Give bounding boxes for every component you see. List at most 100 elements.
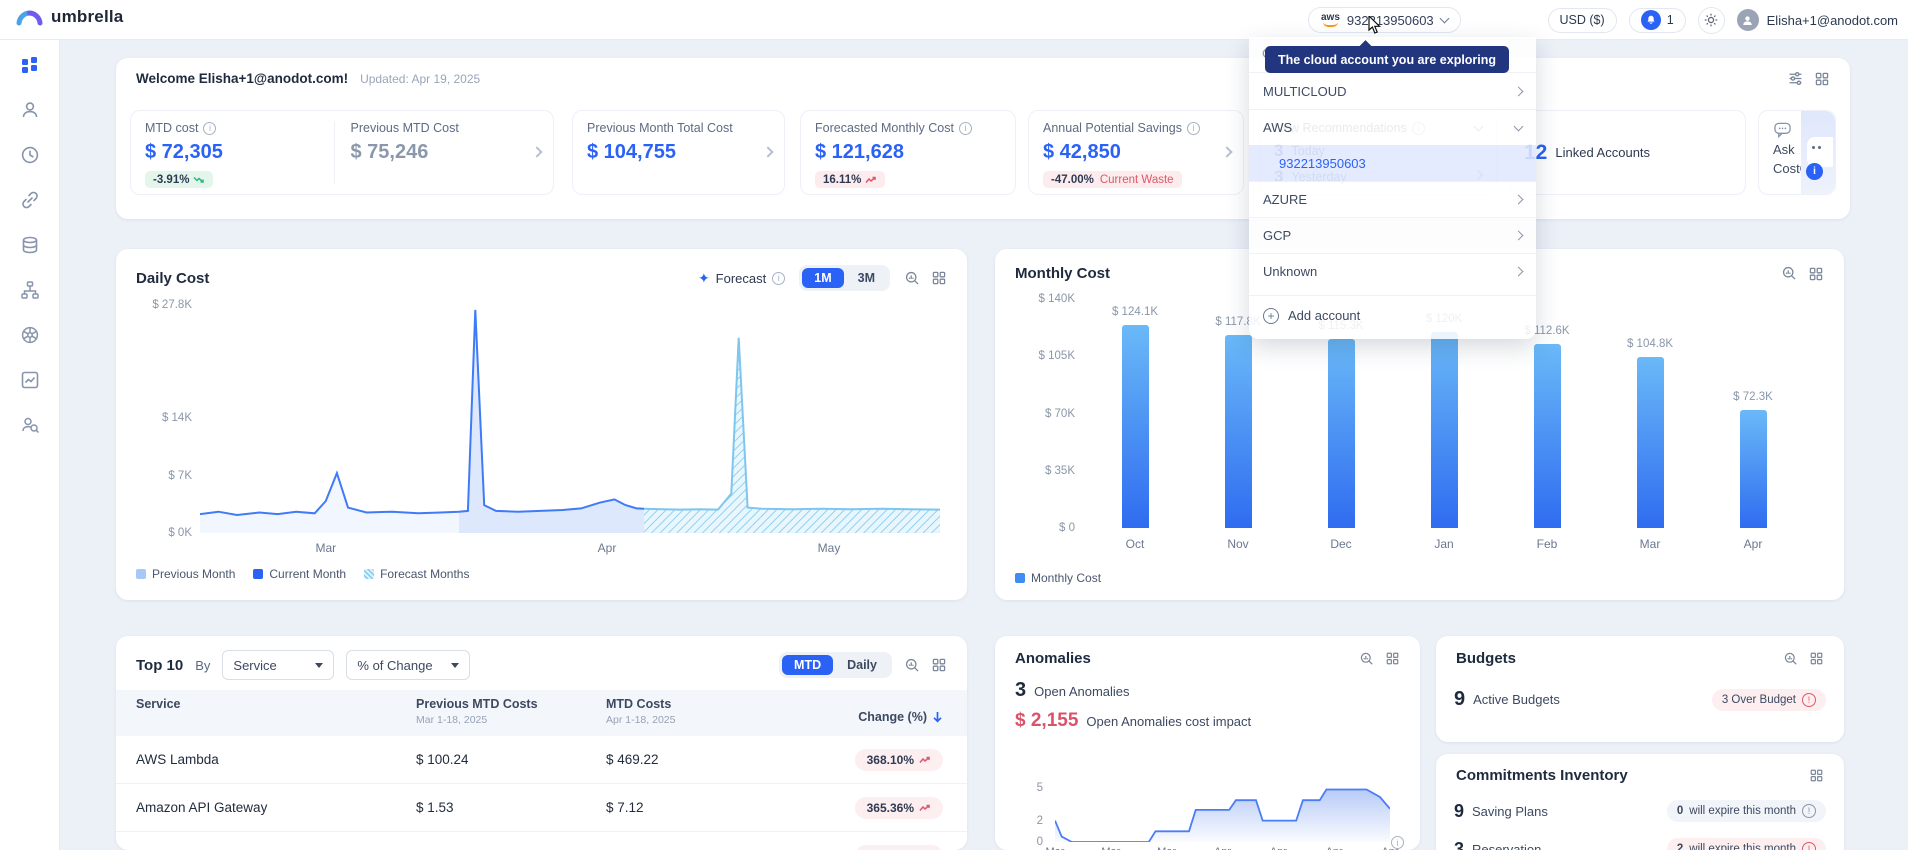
bar-mar[interactable] [1637,357,1664,528]
aws-logo-icon: aws [1321,13,1340,27]
grid-icon[interactable] [931,657,947,673]
x-tick: Apr4 [1203,846,1243,850]
top10-card: Top 10 By Service % of Change MTD Daily … [116,636,967,850]
commitment-row[interactable]: 9 Saving Plans 0 will expire this month! [1436,800,1844,822]
bar-value-label: $ 72.3K [1733,391,1773,403]
notifications-button[interactable]: 1 [1628,7,1686,33]
trend-down-icon [193,175,205,185]
expiry-badge: 0 will expire this month! [1666,800,1826,822]
savings-waste-badge: -47.00% Current Waste [1043,171,1182,188]
account-dropdown-item-aws[interactable]: AWS [1249,109,1536,145]
bar-jan[interactable] [1431,332,1458,528]
zoom-icon[interactable] [1783,651,1799,667]
kpi-annual-savings: Annual Potential Savings i $ 42,850 -47.0… [1028,110,1244,195]
account-dropdown: MULTICLOUD AWS 932213950603 AZURE GCP Unknown… [1249,37,1536,339]
info-icon[interactable]: i [1391,836,1404,849]
top10-title: Top 10 [136,656,184,674]
bar-nov[interactable] [1225,335,1252,528]
range-3m-button[interactable]: 3M [857,271,875,285]
sidebar-item-customers[interactable] [19,99,41,121]
sidebar-item-integrations[interactable] [19,189,41,211]
grid-icon[interactable] [1809,651,1824,666]
sidebar-item-cost-allocation[interactable] [19,279,41,301]
add-account-button[interactable]: + Add account [1249,295,1536,335]
change-badge: 268.10% [854,844,943,850]
info-icon[interactable]: i [1186,121,1200,135]
forecast-change-badge: 16.11% [815,171,886,188]
user-menu[interactable]: Elisha+1@anodot.com [1736,9,1898,31]
trend-up-icon [919,755,931,765]
bar-oct[interactable] [1122,325,1149,528]
kpi-forecasted-monthly: Forecasted Monthly Cost i $ 121,628 16.11… [800,110,1016,195]
sidebar-item-kubernetes[interactable] [19,324,41,346]
sidebar-item-resources[interactable] [19,234,41,256]
anomalies-cost-impact: $ 2,155 [1015,710,1079,731]
account-id: 932213950603 [1346,12,1434,28]
grid-icon[interactable] [1385,651,1400,666]
grid-icon[interactable] [1808,266,1824,282]
table-row[interactable]: Amazon API Gateway $ 1.53 $ 7.12 365.36% [116,784,967,832]
daily-cost-title: Daily Cost [136,269,210,287]
account-dropdown-item-azure[interactable]: AZURE [1249,181,1536,217]
info-icon[interactable]: i [203,121,217,135]
welcome-title: Welcome Elisha+1@anodot.com! [136,71,349,86]
over-budget-badge: 3 Over Budget ! [1711,688,1826,711]
ask-costgpt-card[interactable]: Ask CostGPT i [1758,110,1836,195]
active-budgets-row[interactable]: 9 Active Budgets 3 Over Budget ! [1436,688,1844,711]
sidebar-item-user-audit[interactable] [19,414,41,436]
zoom-icon[interactable] [904,657,921,674]
daily-toggle-button[interactable]: Daily [847,658,877,672]
sort-desc-icon[interactable] [932,711,943,723]
open-anomalies-count: 3 [1015,679,1027,701]
zoom-icon[interactable] [1359,651,1375,667]
y-tick: $ 35K [1044,464,1075,477]
account-selector[interactable]: aws 932213950603 [1308,7,1461,33]
mtd-toggle-button[interactable]: MTD [782,655,834,675]
account-dropdown-item-gcp[interactable]: GCP [1249,217,1536,253]
savings-value: $ 42,850 [1043,141,1121,163]
filter-icon[interactable] [1787,70,1804,87]
costgpt-info-icon[interactable]: i [1806,163,1823,180]
kpi-mtd-cost: MTD cost i $ 72,305 -3.91% Previous MTD C… [130,110,554,195]
anomalies-title: Anomalies [1015,650,1091,667]
kpi-linked-accounts: 12 Linked Accounts [1509,110,1746,195]
umbrella-logo[interactable]: umbrella [16,7,123,27]
bar-apr[interactable] [1740,410,1767,528]
y-tick: $ 7K [168,469,192,482]
account-dropdown-item-932213950603[interactable]: 932213950603 [1249,145,1536,181]
sidebar-item-dashboards[interactable] [19,54,41,76]
y-tick: $ 0 [1059,522,1075,534]
x-tick: Apr14 [1314,846,1354,850]
range-1m-button[interactable]: 1M [802,268,844,288]
left-sidebar [0,40,60,850]
settings-button[interactable] [1697,6,1725,34]
currency-selector[interactable]: USD ($) [1547,7,1617,33]
metric-select[interactable]: % of Change [346,650,471,680]
chevron-down-icon [1439,13,1450,23]
anomalies-chart[interactable] [1055,782,1390,842]
top10-period-toggle: MTD Daily [779,652,892,678]
table-row[interactable]: Amazon Elastic File System$ 1.63$ 6268.1… [116,832,967,850]
info-icon[interactable]: i [772,271,786,285]
bar-dec[interactable] [1328,339,1355,528]
account-dropdown-item-unknown[interactable]: Unknown [1249,253,1536,289]
group-by-select[interactable]: Service [222,650,335,680]
commitment-row[interactable]: 3 Reservation 2 will expire this month! [1436,838,1844,850]
grid-icon[interactable] [1814,71,1830,87]
table-header: Service Previous MTD Costs Mar 1-18, 2025… [116,690,967,736]
forecast-toggle[interactable]: ✦ Forecast i [698,270,786,287]
info-icon[interactable]: i [958,121,972,135]
updated-label: Updated: Apr 19, 2025 [360,71,481,86]
grid-icon[interactable] [1809,768,1824,783]
zoom-icon[interactable] [1781,265,1798,282]
sidebar-item-time[interactable] [19,144,41,166]
sidebar-item-reports[interactable] [19,369,41,391]
zoom-icon[interactable] [904,270,921,287]
daily-cost-chart[interactable] [200,305,940,533]
bar-feb[interactable] [1534,344,1561,528]
account-dropdown-item-multicloud[interactable]: MULTICLOUD [1249,73,1536,109]
x-tick: May [817,541,841,555]
grid-icon[interactable] [931,270,947,286]
account-tooltip: The cloud account you are exploring [1265,46,1509,73]
table-row[interactable]: AWS Lambda $ 100.24 $ 469.22 368.10% [116,736,967,784]
